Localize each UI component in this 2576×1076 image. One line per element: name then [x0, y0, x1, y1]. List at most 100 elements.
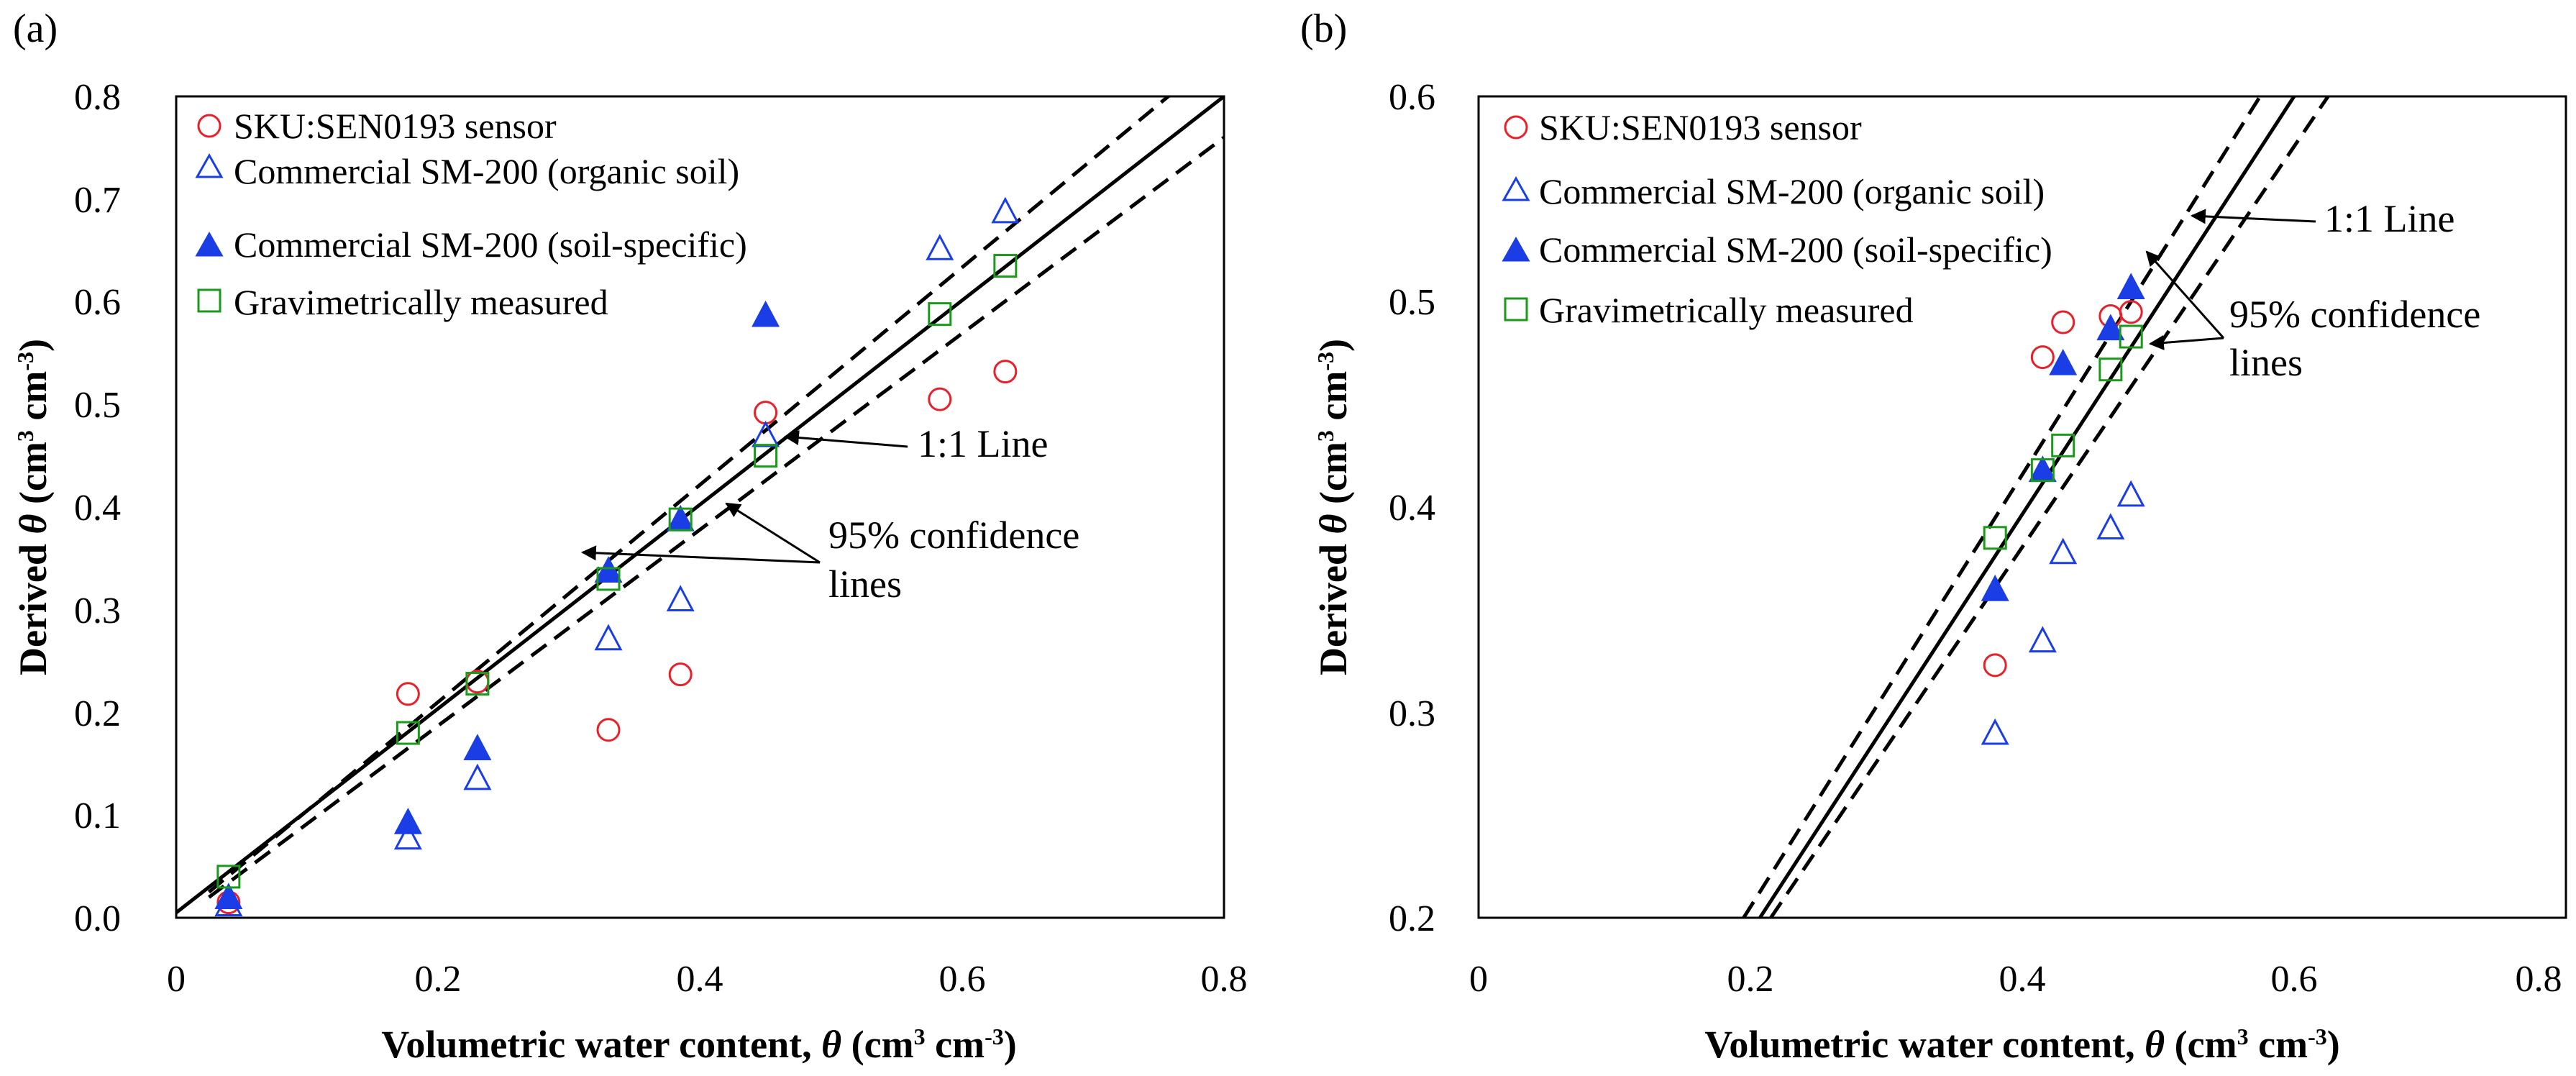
panel-a-x-ticks: 0 0.2 0.4 0.6 0.8: [167, 959, 1248, 1000]
panel-b-point-sensor: [1983, 653, 2007, 678]
annotation-conf-label-1: 95% confidence: [828, 514, 1079, 557]
panel-b-lines: [1742, 96, 2330, 918]
panel-a-xtick: 0.2: [415, 959, 462, 1000]
panel-a-ytick: 0.1: [74, 795, 121, 836]
panel-a-ytick: 0.2: [74, 693, 121, 734]
panel-a-point-grav: [928, 302, 952, 327]
panel-a-ytick: 0.5: [74, 385, 121, 426]
panel-b-point-organic: [2096, 513, 2125, 540]
legend-grav-label: Gravimetrically measured: [234, 282, 608, 322]
panel-a-xtick: 0.4: [677, 959, 723, 1000]
panel-b-xtick: 0: [1469, 959, 1488, 1000]
legend-specific-label: Commercial SM-200 (soil-specific): [1539, 229, 2052, 270]
legend-sensor-label: SKU:SEN0193 sensor: [234, 106, 557, 146]
panel-a-point-organic: [991, 196, 1020, 224]
panel-a-ytick: 0.0: [74, 898, 121, 939]
panel-a-point-organic: [926, 234, 954, 260]
panel-a-ytick: 0.8: [74, 77, 121, 118]
panel-b-confidence-line: [1769, 96, 2330, 918]
panel-a-point-specific: [594, 556, 623, 583]
panel-a-point-organic: [463, 763, 492, 790]
panel-a-point-organic: [594, 624, 623, 651]
panel-a-plot-area: [175, 95, 1225, 919]
panel-a-point-specific: [393, 808, 422, 834]
panel-a-point-organic: [666, 585, 695, 611]
panel-b-point-organic: [2116, 480, 2145, 507]
panel-a-point-sensor: [754, 401, 778, 425]
legend-specific-marker: [195, 231, 224, 257]
annotation-conf-arrow-2: [725, 502, 821, 564]
panel-b-xtick: 0.2: [1727, 959, 1774, 1000]
panel-b-label: (b): [1300, 6, 1347, 51]
panel-b-ytick: 0.2: [1389, 898, 1435, 939]
legend-specific-label: Commercial SM-200 (soil-specific): [234, 224, 747, 265]
legend-organic-marker: [195, 152, 224, 178]
panel-a-point-specific: [214, 883, 243, 909]
panel-b-point-sensor: [2119, 300, 2143, 324]
panel-b-ytick: 0.5: [1389, 282, 1435, 323]
panel-b-markers: [1981, 273, 2145, 745]
annotation-1to1-arrow: [2190, 209, 2316, 224]
panel-b-ytick: 0.4: [1389, 488, 1435, 529]
panel-a-point-sensor: [596, 718, 621, 742]
panel-a-point-organic: [393, 823, 422, 850]
panel-b-one-to-one-line: [1758, 96, 2296, 918]
panel-a-point-sensor: [396, 682, 420, 706]
panel-a-point-organic: [752, 420, 780, 447]
legend-grav-marker: [1504, 297, 1528, 322]
panel-a-point-specific: [463, 734, 492, 760]
panel-a: (a) 0 0.2 0.4 0.6 0.8 0.0 0.1 0.2 0.3 0.…: [12, 6, 1248, 1066]
legend-sensor-marker: [197, 114, 221, 138]
panel-a-markers: [214, 196, 1020, 916]
panel-a-point-grav: [596, 567, 621, 591]
panel-a-confidence-line: [208, 136, 1224, 899]
panel-b-point-grav: [2051, 433, 2075, 457]
panel-a-annotations: 1:1 Line 95% confidence lines: [580, 422, 1079, 606]
annotation-conf-arrow-2: [2148, 335, 2224, 350]
annotation-conf-arrow-1: [2145, 250, 2225, 339]
panel-a-point-grav: [465, 672, 490, 696]
panel-b-point-organic: [2049, 537, 2078, 565]
annotation-conf-arrow-1: [580, 545, 821, 564]
panel-b-annotations: 1:1 Line 95% confidence lines: [2145, 197, 2480, 384]
annotation-1to1-arrow: [783, 430, 908, 448]
panel-a-legend: SKU:SEN0193 sensor Commercial SM-200 (or…: [195, 106, 747, 322]
panel-b-ytick: 0.6: [1389, 77, 1435, 118]
panel-a-point-grav: [754, 444, 778, 468]
panel-b-point-grav: [2119, 324, 2143, 349]
panel-a-point-grav: [396, 721, 420, 745]
panel-a-point-sensor: [668, 662, 693, 687]
panel-b-x-ticks: 0 0.2 0.4 0.6 0.8: [1469, 959, 2562, 1000]
panel-a-x-axis-title: Volumetric water content, θ (cm3 cm-3): [381, 1023, 1016, 1066]
panel-b-point-grav: [2098, 357, 2123, 382]
legend-grav-label: Gravimetrically measured: [1539, 290, 1914, 330]
annotation-conf-label-2: lines: [828, 562, 902, 606]
panel-b: (b) 0 0.2 0.4 0.6 0.8 0.2 0.3 0.4 0.5 0.…: [1300, 6, 2567, 1066]
panel-a-point-grav: [216, 865, 241, 889]
panel-b-x-axis-title: Volumetric water content, θ (cm3 cm-3): [1704, 1023, 2339, 1066]
legend-grav-marker: [197, 288, 221, 313]
panel-a-point-specific: [666, 504, 695, 532]
panel-a-ytick: 0.4: [74, 488, 121, 529]
panel-a-confidence-line: [207, 96, 1171, 894]
panel-a-y-axis-title: Derived θ (cm3 cm-3): [12, 339, 55, 675]
legend-sensor-marker: [1504, 115, 1528, 140]
panel-a-ytick: 0.7: [74, 180, 121, 221]
annotation-1to1-label: 1:1 Line: [2324, 197, 2454, 240]
panel-b-point-grav: [2030, 458, 2055, 483]
panel-a-point-sensor: [928, 387, 952, 411]
annotation-1to1-label: 1:1 Line: [918, 422, 1048, 465]
legend-organic-label: Commercial SM-200 (organic soil): [234, 151, 739, 191]
panel-a-ytick: 0.6: [74, 282, 121, 323]
panel-b-point-organic: [1981, 718, 2009, 745]
panel-b-y-axis-title: Derived θ (cm3 cm-3): [1312, 339, 1355, 675]
panel-b-ytick: 0.3: [1389, 693, 1435, 734]
panel-a-lines: [176, 96, 1224, 914]
panel-b-legend: SKU:SEN0193 sensor Commercial SM-200 (or…: [1502, 107, 2052, 330]
annotation-conf-label-2: lines: [2229, 341, 2303, 384]
panel-b-point-specific: [2049, 348, 2078, 375]
panel-a-xtick: 0.6: [939, 959, 986, 1000]
panel-b-point-organic: [2028, 626, 2057, 653]
panel-a-ytick: 0.3: [74, 591, 121, 632]
